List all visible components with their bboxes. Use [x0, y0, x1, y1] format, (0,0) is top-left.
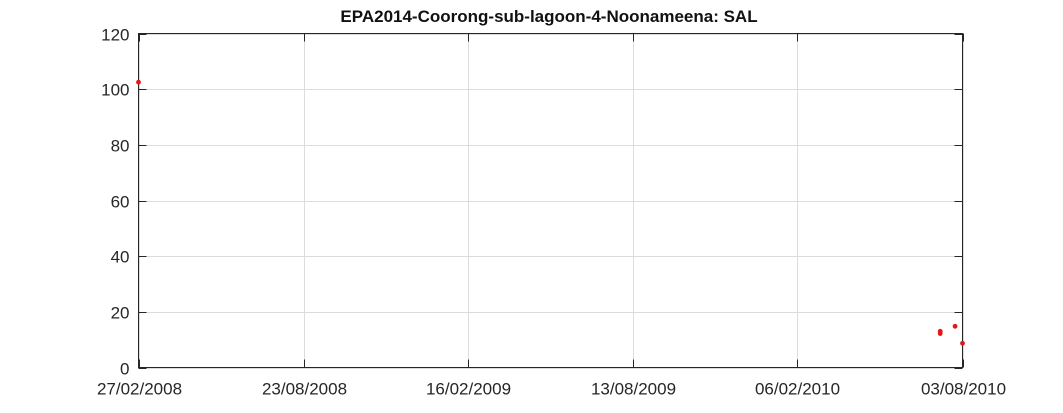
x-tick-label: 06/02/2010 — [755, 380, 840, 399]
grid — [138, 33, 964, 369]
y-tick-label: 0 — [120, 360, 129, 379]
x-tick-label: 16/02/2009 — [426, 380, 511, 399]
chart-title: EPA2014-Coorong-sub-lagoon-4-Noonameena:… — [340, 7, 757, 26]
y-tick-label: 20 — [111, 304, 130, 323]
y-tick-label: 80 — [111, 137, 130, 156]
y-tick-label: 60 — [111, 193, 130, 212]
x-tick-label: 27/02/2008 — [97, 380, 182, 399]
plot-area-frame — [138, 33, 963, 368]
data-point — [937, 331, 943, 336]
x-tick-label: 03/08/2010 — [921, 380, 1006, 399]
data-point — [960, 340, 965, 346]
y-tick-label: 120 — [101, 26, 129, 45]
tick-labels: 27/02/2008 23/08/2008 16/02/2009 13/08/2009… — [97, 26, 1006, 399]
y-tick-label: 100 — [101, 81, 129, 100]
axis-ticks — [138, 33, 964, 369]
data-point — [952, 323, 958, 329]
x-tick-label: 13/08/2009 — [591, 380, 676, 399]
data-points — [136, 79, 965, 346]
data-point — [136, 79, 141, 85]
x-tick-label: 23/08/2008 — [262, 380, 347, 399]
y-tick-label: 40 — [111, 248, 130, 267]
